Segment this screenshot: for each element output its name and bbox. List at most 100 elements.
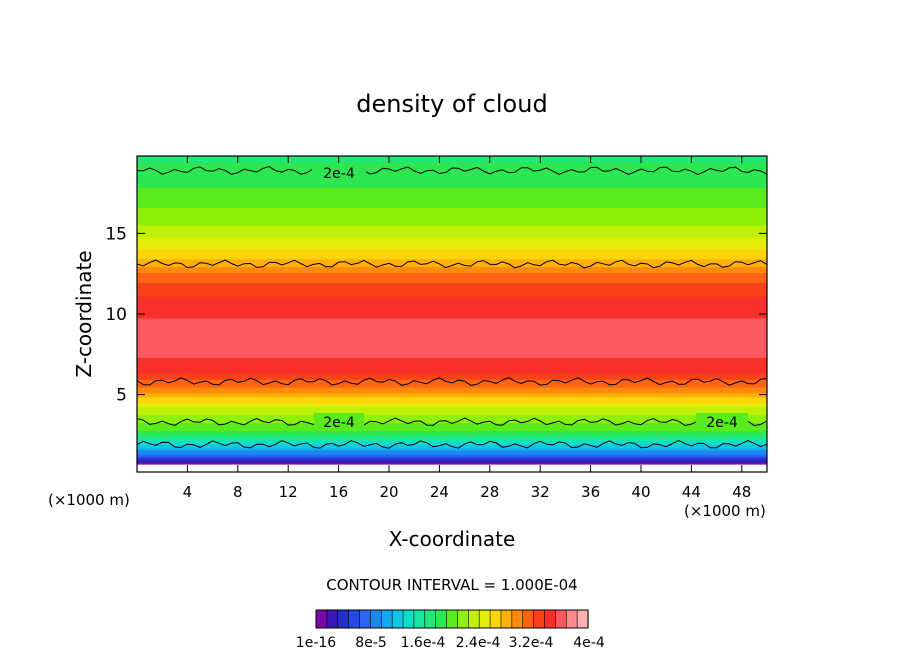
colorbar-labels: 1e-16 8e-5 1.6e-4 2.4e-4 3.2e-4 4e-4 — [296, 635, 605, 651]
field-band — [137, 376, 767, 380]
field-band — [137, 193, 767, 196]
field-band — [137, 299, 767, 303]
field-band — [137, 167, 767, 171]
colorbar-swatch — [326, 609, 339, 629]
colorbar-swatch — [402, 609, 415, 629]
contour-lines — [137, 166, 767, 449]
field-band — [137, 169, 767, 173]
x-tick-label: 32 — [531, 483, 550, 501]
field-band — [137, 420, 767, 424]
x-axis-label: X-coordinate — [389, 527, 516, 551]
field-band — [137, 402, 767, 406]
field-band — [137, 457, 767, 461]
field-band — [137, 432, 767, 435]
field-band — [137, 244, 767, 248]
field-band — [137, 252, 767, 256]
field-band — [137, 400, 767, 404]
field-band — [137, 195, 767, 198]
field-band — [137, 224, 767, 228]
field-band — [137, 439, 767, 443]
colorbar-swatch — [576, 609, 589, 629]
field-band — [137, 218, 767, 222]
colorbar-label: 4e-4 — [573, 635, 605, 651]
field-band — [137, 311, 767, 315]
field-band — [137, 366, 767, 370]
field-band — [137, 394, 767, 398]
field-band — [137, 297, 767, 301]
field-band — [137, 226, 767, 230]
field-band — [137, 447, 767, 451]
field-band — [137, 398, 767, 402]
field-band — [137, 222, 767, 226]
field-band — [137, 356, 767, 360]
colorbar-swatch — [500, 609, 513, 629]
field-band — [137, 185, 767, 189]
field-band — [137, 333, 767, 337]
field-band — [137, 268, 767, 272]
x-axis: 4 8 12 16 20 24 28 32 36 40 44 48 — [183, 156, 751, 501]
colorbar-swatch — [489, 609, 502, 629]
field-band — [137, 232, 767, 236]
field-band — [137, 165, 767, 169]
field-band — [137, 173, 767, 177]
y-tick-label: 5 — [116, 386, 127, 406]
field-band — [137, 274, 767, 277]
field-band — [137, 228, 767, 232]
field-band — [137, 416, 767, 420]
field-band — [137, 360, 767, 364]
field-band — [137, 349, 767, 353]
field-band — [137, 404, 767, 408]
field-band — [137, 285, 767, 289]
field-band — [137, 161, 767, 165]
colorbar-swatch — [380, 609, 393, 629]
field-band — [137, 189, 767, 193]
field-band — [137, 181, 767, 185]
field-band — [137, 171, 767, 175]
colorbar-swatch — [511, 609, 524, 629]
x-tick-label: 40 — [631, 483, 650, 501]
colorbar-swatch — [370, 609, 382, 629]
field-band — [137, 362, 767, 366]
field-band — [137, 433, 767, 437]
colorbar-swatch — [424, 609, 437, 629]
field-band — [137, 272, 767, 275]
field-band — [137, 426, 767, 430]
colorbar-swatch — [359, 609, 371, 629]
field-band — [137, 236, 767, 240]
field-band — [137, 270, 767, 274]
field-band — [137, 418, 767, 422]
x-tick-label: 16 — [329, 483, 348, 501]
colorbar-swatch — [391, 609, 404, 629]
field-band — [137, 258, 767, 262]
field-band — [137, 430, 767, 433]
colorbar-label: 1.6e-4 — [401, 635, 446, 651]
x-tick-label: 8 — [233, 483, 243, 501]
field-band — [137, 378, 767, 382]
field-band — [137, 187, 767, 191]
field-band — [137, 198, 767, 202]
field-band — [137, 212, 767, 216]
contour-interval-text: CONTOUR INTERVAL = 1.000E-04 — [326, 576, 577, 594]
field-band — [137, 372, 767, 376]
y-axis: 5 10 15 — [105, 224, 767, 406]
field-band — [137, 437, 767, 441]
field-band — [137, 368, 767, 372]
field-band — [137, 384, 767, 388]
colorbar-swatch — [435, 609, 448, 629]
field-band — [137, 412, 767, 416]
density-field — [137, 156, 767, 472]
colorbar-swatch — [413, 609, 426, 629]
y-axis-label: Z-coordinate — [72, 250, 96, 377]
field-band — [137, 183, 767, 187]
field-band — [137, 408, 767, 412]
field-band — [137, 289, 767, 293]
field-band — [137, 388, 767, 392]
field-band — [137, 337, 767, 341]
x-tick-label: 12 — [279, 483, 298, 501]
field-band — [137, 443, 767, 447]
field-band — [137, 156, 767, 159]
field-band — [137, 358, 767, 362]
field-band — [137, 309, 767, 313]
field-band — [137, 208, 767, 212]
field-band — [137, 327, 767, 331]
